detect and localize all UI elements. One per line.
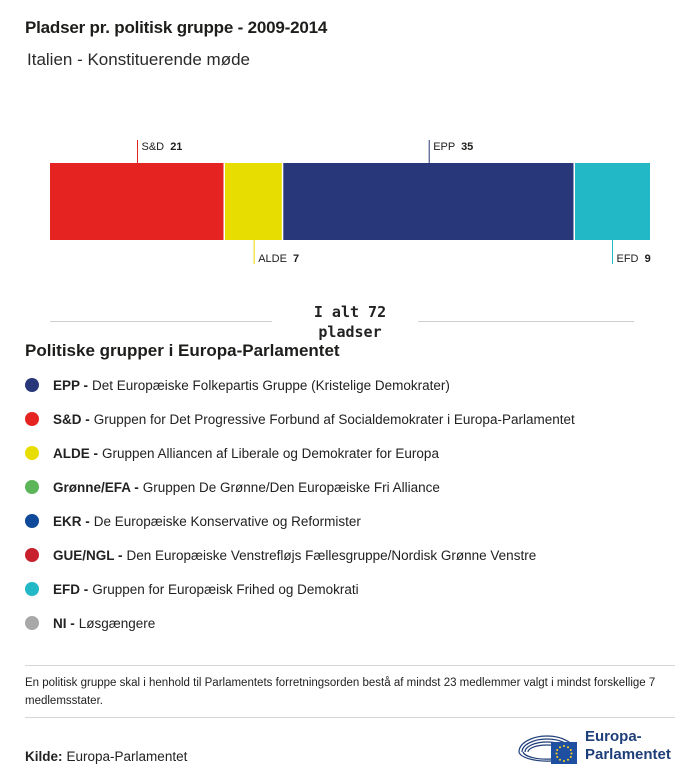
legend-abbr: S&D - xyxy=(53,411,90,427)
legend-color-dot xyxy=(25,582,39,596)
legend-color-dot xyxy=(25,548,39,562)
european-parliament-emblem-icon xyxy=(518,735,577,764)
legend-abbr: Grønne/EFA - xyxy=(53,479,139,495)
legend-text: Gruppen for Det Progressive Forbund af S… xyxy=(93,411,575,427)
legend-color-dot xyxy=(25,446,39,460)
note-divider-top xyxy=(25,665,675,666)
total-divider-right xyxy=(418,321,634,322)
stacked-bar-chart: S&D 21 ALDE 7 EPP 35 EFD 9 xyxy=(50,140,651,265)
legend-abbr: EKR - xyxy=(53,513,90,529)
legend-text: Gruppen De Grønne/Den Europæiske Fri All… xyxy=(142,479,440,495)
data-label-group: EFD xyxy=(617,253,642,265)
legend-item: EFD - Gruppen for Europæisk Frihed og Dem… xyxy=(25,572,575,606)
legend-title: Politiske grupper i Europa-Parlamentet xyxy=(25,341,340,360)
total-divider-left xyxy=(50,321,272,322)
chart-subtitle: Italien - Konstituerende møde xyxy=(27,50,251,69)
source: Kilde: Europa-Parlamentet xyxy=(25,749,187,764)
data-label: S&D 21 xyxy=(142,141,183,153)
total-seats-label: I alt 72 pladser xyxy=(275,302,425,342)
source-value: Europa-Parlamentet xyxy=(66,749,188,764)
data-label-value: 21 xyxy=(170,141,182,153)
footnote: En politisk gruppe skal i henhold til Pa… xyxy=(25,677,656,707)
legend-color-dot xyxy=(25,616,39,630)
legend-color-dot xyxy=(25,514,39,528)
bar-segment-alde xyxy=(225,163,282,240)
bar-segment-epp xyxy=(283,163,574,240)
legend-color-dot xyxy=(25,480,39,494)
legend-text: Løsgængere xyxy=(78,615,156,631)
legend-text: De Europæiske Konservative og Reformiste… xyxy=(93,513,361,529)
data-label-group: EPP xyxy=(433,141,458,153)
legend-item: Grønne/EFA - Gruppen De Grønne/Den Europæ… xyxy=(25,470,575,504)
data-label: EPP 35 xyxy=(433,141,473,153)
legend-list: EPP - Det Europæiske Folkepartis Gruppe (… xyxy=(25,368,575,640)
legend-abbr: EPP - xyxy=(53,377,89,393)
legend-item: EPP - Det Europæiske Folkepartis Gruppe (… xyxy=(25,368,575,402)
bar-segment-sd xyxy=(50,163,224,240)
total-seats-line2: pladser xyxy=(318,323,382,341)
legend-text: Gruppen for Europæisk Frihed og Demokrat… xyxy=(92,581,359,597)
legend-item: NI - Løsgængere xyxy=(25,606,575,640)
legend-item: EKR - De Europæiske Konservative og Refor… xyxy=(25,504,575,538)
logo-text-line2: Parlamentet xyxy=(585,746,671,763)
european-parliament-logo: Europa- Parlamentet xyxy=(515,727,675,767)
data-label: EFD 9 xyxy=(617,253,651,265)
note-divider-bottom xyxy=(25,717,675,718)
legend-item: GUE/NGL - Den Europæiske Venstrefløjs Fæl… xyxy=(25,538,575,572)
legend-color-dot xyxy=(25,412,39,426)
logo-text: Europa- Parlamentet xyxy=(585,728,671,764)
logo-text-line1: Europa- xyxy=(585,728,642,745)
legend-abbr: EFD - xyxy=(53,581,89,597)
legend-text: Det Europæiske Folkepartis Gruppe (Krist… xyxy=(92,377,450,393)
data-label-group: ALDE xyxy=(258,253,290,265)
bar-segment-efd xyxy=(575,163,650,240)
data-label-value: 9 xyxy=(645,253,651,265)
legend-abbr: NI - xyxy=(53,615,75,631)
data-label-group: S&D xyxy=(142,141,168,153)
legend-text: Gruppen Alliancen af Liberale og Demokra… xyxy=(102,445,439,461)
legend-text: Den Europæiske Venstrefløjs Fællesgruppe… xyxy=(126,547,537,563)
legend-abbr: GUE/NGL - xyxy=(53,547,123,563)
source-label: Kilde: xyxy=(25,749,63,764)
data-label-value: 35 xyxy=(461,141,473,153)
legend-color-dot xyxy=(25,378,39,392)
total-seats-line1: I alt 72 xyxy=(313,303,387,321)
data-label: ALDE 7 xyxy=(258,253,299,265)
data-label-value: 7 xyxy=(293,253,299,265)
legend-abbr: ALDE - xyxy=(53,445,98,461)
legend-item: ALDE - Gruppen Alliancen af Liberale og D… xyxy=(25,436,575,470)
chart-title: Pladser pr. politisk gruppe - 2009-2014 xyxy=(25,18,328,37)
legend-item: S&D - Gruppen for Det Progressive Forbund… xyxy=(25,402,575,436)
